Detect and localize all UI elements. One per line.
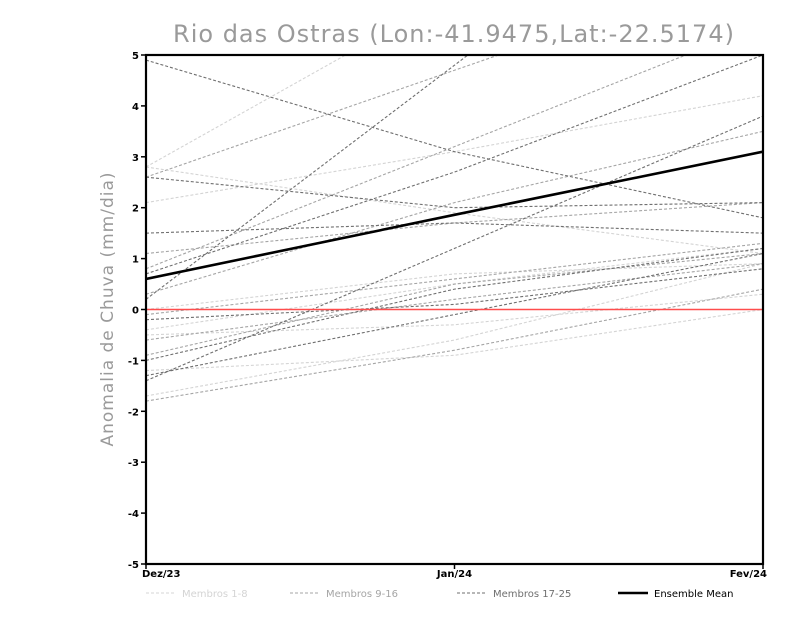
member-series-line: [146, 263, 763, 311]
legend-label: Membros 17-25: [493, 589, 571, 600]
member-series-line: [146, 55, 501, 178]
y-tick-label: -2: [128, 407, 139, 418]
member-series-line: [146, 288, 763, 402]
member-series-line: [146, 55, 469, 300]
legend-label: Membros 9-16: [326, 589, 398, 600]
series-layer: [146, 55, 763, 402]
legend: Membros 1-8 Membros 9-16 Membros 17-25 Ense…: [146, 589, 733, 600]
member-series-line: [146, 55, 688, 270]
chart-title: Rio das Ostras (Lon:-41.9475,Lat:-22.517…: [173, 20, 735, 48]
x-tick-label: Jan/24: [436, 569, 472, 580]
legend-label: Membros 1-8: [182, 589, 248, 600]
x-axis-ticks: Dez/23 Jan/24 Fev/24: [142, 564, 767, 580]
member-series-line: [146, 176, 763, 209]
y-tick-label: 4: [132, 102, 139, 113]
member-series-line: [146, 263, 763, 397]
plot-frame: [144, 53, 765, 566]
member-series-line: [146, 95, 763, 204]
legend-label: Ensemble Mean: [654, 589, 733, 600]
mean-layer: [146, 150, 763, 281]
ensemble-mean-line: [146, 150, 763, 281]
member-series-line: [146, 115, 763, 382]
y-tick-label: 0: [132, 306, 139, 317]
member-series-line: [146, 308, 763, 372]
y-tick-label: -5: [128, 560, 139, 571]
member-series-line: [146, 166, 763, 255]
member-series-line: [146, 59, 763, 219]
y-axis-ticks: -5 -4 -3 -2 -1 0 1 2 3 4 5: [128, 51, 146, 571]
member-series-line: [146, 247, 763, 361]
member-series-line: [146, 202, 763, 255]
y-tick-label: 3: [132, 153, 139, 164]
y-tick-label: -4: [128, 509, 139, 520]
y-tick-label: 2: [132, 204, 139, 215]
x-tick-label: Fev/24: [730, 569, 767, 580]
member-series-line: [146, 55, 347, 168]
member-series-line: [146, 252, 763, 356]
member-series-line: [146, 268, 763, 321]
member-series-line: [146, 242, 763, 316]
y-axis-label: Anomalia de Chuva (mm/dia): [98, 171, 118, 446]
member-series-line: [146, 130, 763, 295]
y-tick-label: -1: [128, 356, 139, 367]
y-tick-label: 5: [132, 51, 139, 62]
y-tick-label: 1: [132, 255, 139, 266]
y-tick-label: -3: [128, 458, 139, 469]
x-tick-label: Dez/23: [142, 569, 181, 580]
member-series-line: [146, 222, 763, 234]
member-series-line: [146, 263, 763, 341]
